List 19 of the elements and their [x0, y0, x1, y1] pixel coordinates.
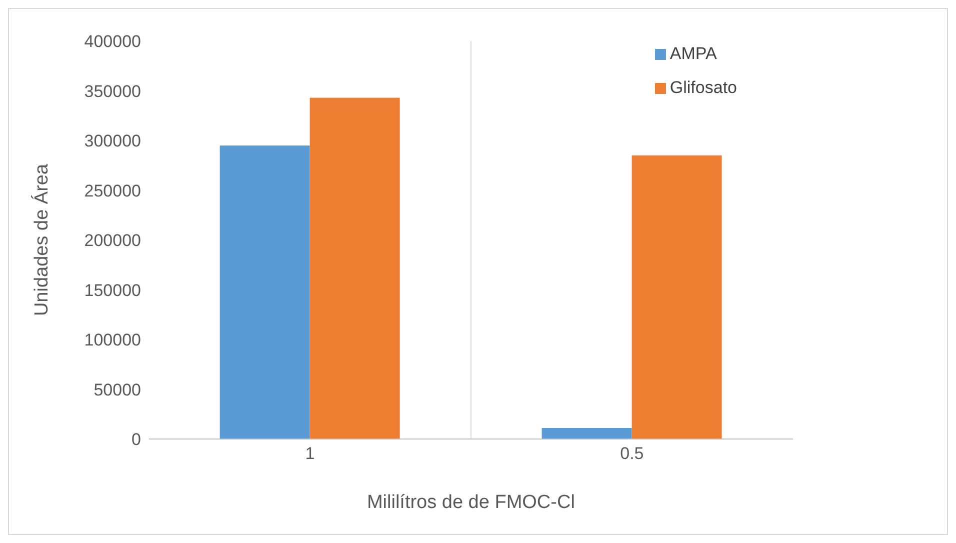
x-tick-label: 1 — [305, 444, 315, 464]
y-tick-label: 250000 — [84, 181, 141, 200]
bar — [542, 428, 632, 439]
y-tick-label: 400000 — [84, 32, 141, 52]
legend-label: Glifosato — [670, 78, 737, 97]
y-tick-label: 350000 — [84, 82, 141, 101]
y-tick-label: 300000 — [84, 132, 141, 151]
y-tick-label: 200000 — [84, 231, 141, 250]
y-tick-label: 0 — [132, 430, 141, 450]
x-axis-title: Mililítros de de FMOC-Cl — [366, 492, 575, 513]
y-axis-title: Unidades de Área — [30, 164, 53, 316]
y-tick-label: 150000 — [84, 280, 141, 300]
legend-label: AMPA — [670, 44, 717, 63]
bar — [220, 145, 310, 439]
y-tick-label: 50000 — [94, 380, 141, 400]
y-tick-label: 100000 — [84, 330, 141, 350]
bar — [310, 98, 400, 439]
bar — [632, 155, 722, 439]
x-tick-label: 0.5 — [620, 444, 644, 464]
